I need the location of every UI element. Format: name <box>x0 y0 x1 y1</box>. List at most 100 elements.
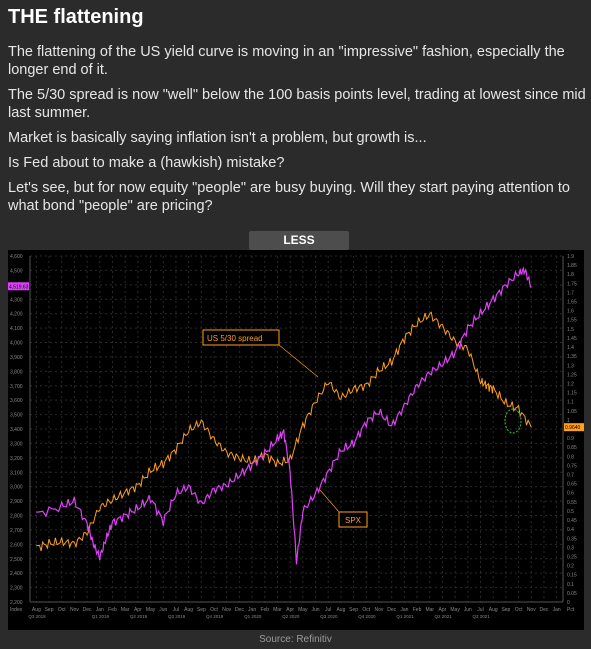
x-month-label: Mar <box>425 607 434 613</box>
spread-annotation-label: US 5/30 spread <box>207 334 263 343</box>
spx-current-value: 4,519.63 <box>9 284 29 290</box>
spread-current-badge <box>564 423 584 432</box>
x-month-label: Feb <box>413 607 422 613</box>
x-month-label: Oct <box>515 607 523 613</box>
x-quarter-label: Q1 2019 <box>92 614 110 619</box>
right-tick-label: 0.8 <box>567 454 574 460</box>
left-tick-label: 4,000 <box>10 341 23 347</box>
right-tick-label: 0.75 <box>567 463 577 469</box>
x-month-label: May <box>298 607 308 613</box>
x-quarter-label: Q1 2021 <box>396 614 414 619</box>
x-quarter-label: Q2 2021 <box>434 614 452 619</box>
spread-series-line <box>36 311 532 552</box>
right-tick-label: 1.15 <box>567 391 577 397</box>
right-tick-label: 0.6 <box>567 491 574 497</box>
right-tick-label: 0.35 <box>567 536 577 542</box>
right-tick-label: 1.6 <box>567 309 574 315</box>
right-tick-label: 0.1 <box>567 582 574 588</box>
right-tick-label: 1.4 <box>567 345 574 351</box>
yield-spread-vs-spx-chart: 4,6004,5004,4004,3004,2004,1004,0003,900… <box>8 254 584 619</box>
left-tick-label: 4,600 <box>10 254 23 260</box>
left-tick-label: 3,100 <box>10 470 23 476</box>
x-month-label: Nov <box>375 607 384 613</box>
x-quarter-label: Q3 2020 <box>320 614 338 619</box>
right-tick-label: 0.85 <box>567 445 577 451</box>
spx-series-line <box>36 266 532 565</box>
right-tick-label: 0.25 <box>567 554 577 560</box>
x-month-label: Nov <box>527 607 536 613</box>
spread-annotation-leader <box>278 344 319 378</box>
x-month-label: Jul <box>173 607 179 613</box>
left-tick-label: 2,500 <box>10 557 23 563</box>
right-tick-label: 1.65 <box>567 300 577 306</box>
paragraph-5: Let's see, but for now equity "people" a… <box>8 180 570 214</box>
x-month-label: May <box>450 607 460 613</box>
x-month-label: Aug <box>184 607 193 613</box>
paragraph-4: Is Fed about to make a (hawkish) mistake… <box>8 155 285 171</box>
right-tick-label: 1.85 <box>567 263 577 269</box>
right-tick-label: 0.3 <box>567 545 574 551</box>
x-month-label: Oct <box>210 607 218 613</box>
right-tick-label: 0.9 <box>567 436 574 442</box>
left-tick-label: 3,600 <box>10 398 23 404</box>
x-month-label: May <box>146 607 156 613</box>
right-tick-label: 1.25 <box>567 372 577 378</box>
x-month-label: Dec <box>387 607 396 613</box>
x-month-label: Sep <box>197 607 206 613</box>
x-month-label: Feb <box>108 607 117 613</box>
source-caption: Source: Refinitiv <box>259 634 332 645</box>
left-tick-label: 2,400 <box>10 571 23 577</box>
right-tick-label: 0.4 <box>567 527 574 533</box>
right-tick-label: 1.8 <box>567 272 574 278</box>
less-button[interactable]: LESS <box>249 231 349 250</box>
left-tick-label: 3,800 <box>10 369 23 375</box>
right-tick-label: 0.65 <box>567 482 577 488</box>
left-tick-label: 2,200 <box>10 600 23 606</box>
x-quarter-label: Q3 2018 <box>28 614 46 619</box>
spx-annotation-box <box>338 511 368 528</box>
paragraph-1: The flattening of the US yield curve is … <box>8 44 565 78</box>
x-quarter-label: Q1 2020 <box>244 614 262 619</box>
paragraph-3: Market is basically saying inflation isn… <box>8 130 427 146</box>
right-tick-label: 0 <box>567 600 570 606</box>
right-tick-label: 1.9 <box>567 254 574 260</box>
left-tick-label: 3,700 <box>10 384 23 390</box>
x-month-label: Mar <box>273 607 282 613</box>
x-month-label: Jun <box>464 607 472 613</box>
left-tick-label: 2,600 <box>10 542 23 548</box>
x-month-label: Feb <box>260 607 269 613</box>
x-month-label: Jul <box>477 607 483 613</box>
x-month-label: Sep <box>45 607 54 613</box>
right-tick-label: 0.7 <box>567 473 574 479</box>
x-month-label: Jan <box>553 607 561 613</box>
left-tick-label: 3,300 <box>10 441 23 447</box>
spx-annotation-leader <box>319 489 340 513</box>
left-tick-label: 2,300 <box>10 586 23 592</box>
x-month-label: Dec <box>83 607 92 613</box>
x-month-label: Sep <box>349 607 358 613</box>
x-month-label: Aug <box>32 607 41 613</box>
left-tick-label: 2,800 <box>10 514 23 520</box>
right-tick-label: 0.05 <box>567 591 577 597</box>
paragraph-2: The 5/30 spread is now "well" below the … <box>8 87 586 121</box>
x-month-label: Jan <box>248 607 256 613</box>
right-tick-label: 0.15 <box>567 573 577 579</box>
chart-panel: 4,6004,5004,4004,3004,2004,1004,0003,900… <box>8 250 584 630</box>
x-month-label: Apr <box>286 607 294 613</box>
x-month-label: Nov <box>70 607 79 613</box>
page-title: THE flattening <box>8 6 144 28</box>
x-month-label: Jan <box>96 607 104 613</box>
left-tick-label: 4,300 <box>10 297 23 303</box>
x-quarter-label: Q3 2019 <box>168 614 186 619</box>
x-month-label: Oct <box>58 607 66 613</box>
left-tick-label: 2,700 <box>10 528 23 534</box>
left-tick-label: 3,400 <box>10 427 23 433</box>
spx-current-badge <box>8 282 29 291</box>
x-month-label: Apr <box>134 607 142 613</box>
right-tick-label: 1.35 <box>567 354 577 360</box>
x-quarter-label: Q2 2020 <box>282 614 300 619</box>
left-tick-label: 2,900 <box>10 499 23 505</box>
x-month-label: Jun <box>312 607 320 613</box>
right-tick-label: 1.7 <box>567 290 574 296</box>
x-month-label: Dec <box>235 607 244 613</box>
